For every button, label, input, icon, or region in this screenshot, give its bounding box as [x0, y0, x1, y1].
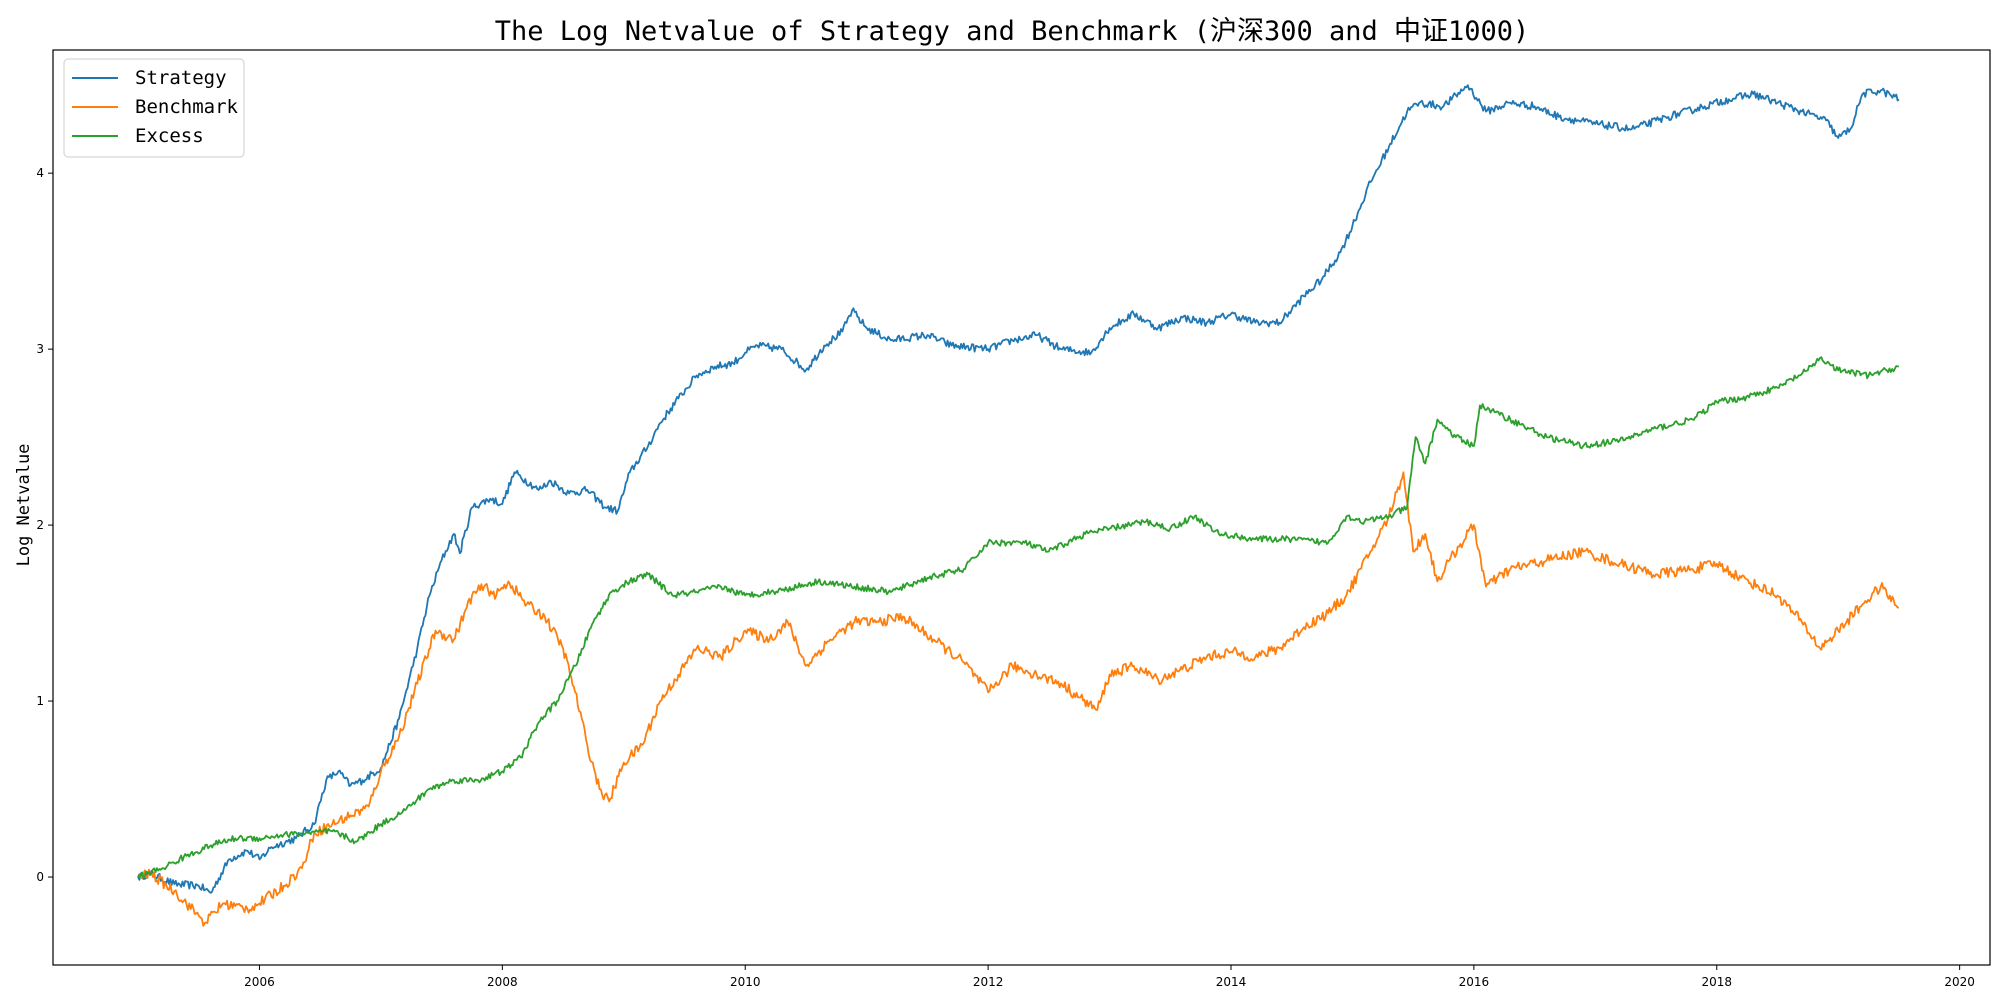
x-tick-label: 2012: [973, 975, 1004, 989]
y-tick-label: 3: [36, 342, 44, 356]
x-tick-label: 2016: [1459, 975, 1490, 989]
y-tick-label: 0: [36, 870, 44, 884]
legend-label-strategy: Strategy: [135, 67, 227, 89]
series-line-strategy: [137, 84, 1900, 894]
series-line-benchmark: [137, 471, 1900, 927]
chart-title: The Log Netvalue of Strategy and Benchma…: [495, 16, 1530, 47]
legend-box: [63, 58, 245, 158]
legend: Strategy Benchmark Excess: [63, 58, 245, 158]
x-tick-label: 2010: [730, 975, 761, 989]
x-tick-label: 2018: [1701, 975, 1732, 989]
series-line-excess: [137, 356, 1900, 880]
x-tick-label: 2020: [1944, 975, 1975, 989]
plot-frame: [52, 49, 1991, 966]
legend-label-excess: Excess: [135, 125, 204, 147]
x-tick-label: 2014: [1216, 975, 1247, 989]
x-tick-label: 2008: [487, 975, 518, 989]
y-axis-label: Log Netvalue: [14, 444, 34, 567]
axes: 2006 2008 2010 2012 2014 2016 2018 2020 0 1 2 3 4: [36, 49, 1991, 989]
x-tick-label: 2006: [244, 975, 275, 989]
y-tick-label: 4: [36, 166, 44, 180]
y-tick-label: 2: [36, 518, 44, 532]
y-tick-label: 1: [36, 694, 44, 708]
legend-label-benchmark: Benchmark: [135, 96, 239, 118]
series-layer: [137, 84, 1900, 927]
